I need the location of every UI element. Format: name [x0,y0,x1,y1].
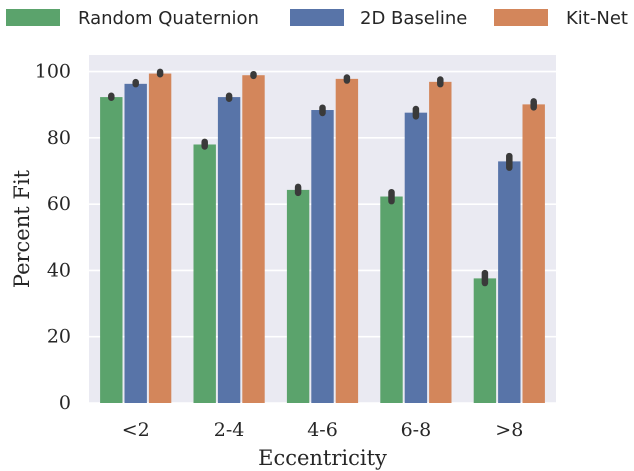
x-tick-label: 6-8 [401,419,432,441]
bar-kit-net-1 [242,75,265,404]
legend: Random Quaternion 2D Baseline Kit-Net [6,8,628,29]
legend-label: 2D Baseline [360,8,467,29]
bar-2d-baseline-4 [498,161,521,403]
legend-label: Random Quaternion [78,8,259,29]
legend-label: Kit-Net [566,8,628,29]
x-tick-label: 4-6 [307,419,338,441]
legend-swatch [494,9,548,26]
bar-2d-baseline-3 [404,112,428,403]
y-tick-label: 60 [47,193,71,215]
bar-kit-net-3 [429,81,452,404]
y-axis-ticks: 0 20 40 60 80 100 [35,61,71,414]
bar-2d-baseline-0 [124,83,147,403]
bar-kit-net-4 [522,104,545,403]
bars [100,73,545,404]
bar-random-quaternion-1 [193,144,216,403]
legend-swatch [290,9,344,26]
y-tick-label: 100 [35,61,71,83]
y-tick-label: 0 [59,392,71,414]
bar-random-quaternion-0 [100,97,123,403]
x-tick-label: <2 [122,419,150,441]
bar-kit-net-2 [335,78,359,403]
bar-2d-baseline-1 [217,97,241,403]
y-tick-label: 20 [47,326,71,348]
error-bars [108,68,537,287]
y-tick-label: 80 [47,127,71,149]
y-axis-label: Percent Fit [10,169,34,288]
x-axis-ticks: <2 2-4 4-6 6-8 >8 [122,419,524,441]
x-tick-label: 2-4 [214,419,245,441]
bar-2d-baseline-2 [311,110,334,403]
bar-random-quaternion-3 [380,196,403,403]
x-tick-label: >8 [495,419,523,441]
x-axis-label: Eccentricity [258,446,387,470]
y-tick-label: 40 [47,259,71,281]
bar-kit-net-0 [148,73,172,403]
bar-random-quaternion-4 [473,278,497,403]
bar-random-quaternion-2 [286,189,310,403]
legend-swatch [6,9,60,26]
